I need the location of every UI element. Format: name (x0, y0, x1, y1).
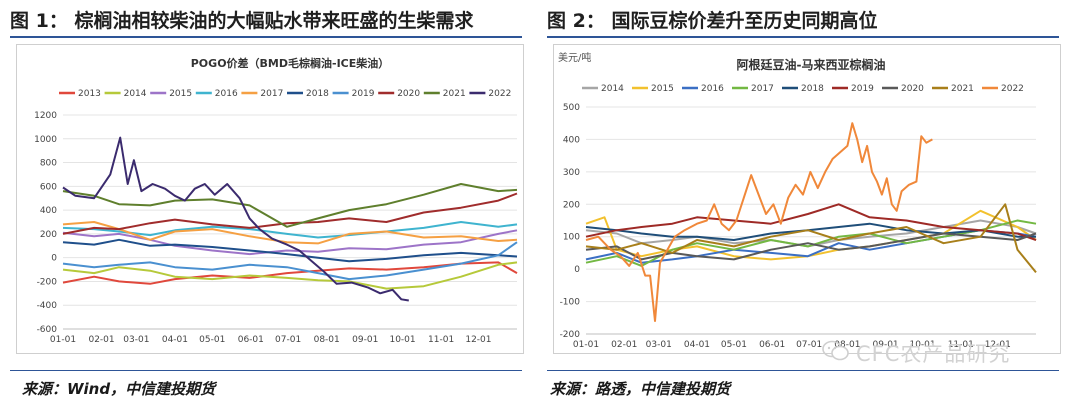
chart-1-x-tick-label: 04-01 (162, 335, 188, 345)
chart-2-x-tick-label: 06-01 (759, 340, 785, 350)
chart-2-y-tick-label: 400 (563, 135, 580, 145)
chart-2-x-tick-label: 02-01 (611, 340, 637, 350)
chart-1-legend-label-2020: 2020 (397, 89, 420, 99)
chart-1-x-tick-label: 12-01 (465, 335, 491, 345)
chart-2-y-tick-label: 200 (563, 200, 580, 210)
chart-1-x-tick-label: 03-01 (123, 335, 149, 345)
chart-2-x-tick-label: 07-01 (796, 340, 822, 350)
chart-1-y-tick-label: 200 (40, 230, 57, 240)
chart-1-y-tick-label: 1200 (34, 111, 57, 121)
chart-1-y-tick-label: -600 (37, 325, 58, 335)
chart-2-series-2021 (585, 203, 1037, 274)
chart-1-y-tick-label: 800 (40, 159, 57, 169)
chart-1-series-2017 (62, 221, 518, 245)
figure-2-source: 来源：路透，中信建投期货 (550, 380, 731, 398)
chart-2-y-tick-label: 300 (563, 168, 580, 178)
chart-1-x-tick-label: 11-01 (428, 335, 454, 345)
chart-1-x-tick-label: 07-01 (275, 335, 301, 345)
chart-2-legend-label-2021: 2021 (951, 84, 974, 94)
chart-2-legend-label-2014: 2014 (601, 84, 624, 94)
chart-2-legend-label-2022: 2022 (1001, 84, 1024, 94)
figure-2-footer-rule (547, 370, 1059, 371)
chart-2-legend-label-2018: 2018 (801, 84, 824, 94)
chart-2-series-2019 (585, 203, 1037, 241)
chart-1-series-2016 (62, 221, 518, 239)
chart-1-x-tick-label: 09-01 (352, 335, 378, 345)
chart-2-legend-label-2015: 2015 (651, 84, 674, 94)
wechat-icon (822, 340, 849, 361)
chart-2-panel: 阿根廷豆油-马来西亚棕榈油 美元/吨 2014 2015 2016 2017 2018 201… (553, 44, 1061, 354)
chart-1-panel: POGO价差（BMD毛棕榈油-ICE柴油） 2013 2014 2015 2016 201… (16, 44, 524, 354)
chart-2-x-tick-label: 10-01 (909, 340, 935, 350)
chart-2-x-tick-label: 04-01 (684, 340, 710, 350)
chart-1-series-2022 (62, 136, 409, 302)
chart-1-title: POGO价差（BMD毛棕榈油-ICE柴油） (191, 56, 390, 70)
chart-2-y-tick-label: -100 (560, 298, 581, 308)
chart-2-y-tick-label: -200 (560, 330, 581, 340)
chart-1-x-tick-label: 02-01 (88, 335, 114, 345)
chart-1-y-tick-label: -400 (37, 301, 58, 311)
chart-1-legend-label-2021: 2021 (443, 89, 466, 99)
figure-1-footer-rule (10, 370, 522, 371)
chart-2-y-tick-label: 100 (563, 233, 580, 243)
chart-1-legend-label-2013: 2013 (78, 89, 101, 99)
chart-1-x-tick-label: 06-01 (238, 335, 264, 345)
chart-1-y-tick-label: 400 (40, 206, 57, 216)
chart-2-x-tick-label: 05-01 (721, 340, 747, 350)
chart-2-x-tick-label: 01-01 (573, 340, 599, 350)
chart-2-x-tick-label: 11-01 (948, 340, 974, 350)
chart-1-x-tick-label: 01-01 (50, 335, 76, 345)
chart-2-legend-label-2017: 2017 (751, 84, 774, 94)
chart-1-x-tick-label: 08-01 (314, 335, 340, 345)
chart-1-y-tick-label: 600 (40, 182, 57, 192)
chart-1-y-tick-label: -200 (37, 277, 58, 287)
chart-2-y-tick-label: 0 (574, 265, 580, 275)
watermark-text: CFC农产品研究 (856, 342, 1011, 366)
chart-2-legend-label-2020: 2020 (901, 84, 924, 94)
chart-1-series-2015 (62, 229, 518, 256)
chart-1-legend-label-2018: 2018 (306, 89, 329, 99)
chart-2-title: 阿根廷豆油-马来西亚棕榈油 (737, 57, 886, 72)
chart-2-series-2020 (585, 232, 1037, 261)
pogo-spread-chart: POGO价差（BMD毛棕榈油-ICE柴油） 2013 2014 2015 2016 201… (34, 56, 518, 345)
chart-1-series-2018 (62, 238, 518, 263)
figure-2-title: 图 2： 国际豆棕价差升至历史同期高位 (547, 10, 878, 32)
figure-1-header-rule (10, 36, 522, 38)
chart-1-legend-label-2017: 2017 (260, 89, 283, 99)
chart-1-legend-label-2014: 2014 (124, 89, 147, 99)
figure-2-header-rule (547, 36, 1059, 38)
chart-1-y-tick-label: 0 (51, 254, 57, 264)
chart-2-legend-label-2016: 2016 (701, 84, 724, 94)
chart-1-series-2019 (62, 241, 518, 281)
chart-1-series-2021 (62, 183, 518, 228)
figure-1-source: 来源：Wind，中信建投期货 (22, 380, 216, 398)
chart-1-legend-label-2016: 2016 (215, 89, 238, 99)
chart-2-x-tick-label: 12-01 (985, 340, 1011, 350)
chart-1-legend-label-2015: 2015 (169, 89, 192, 99)
chart-2-series-2017 (585, 219, 1037, 267)
chart-1-series-2020 (62, 192, 518, 235)
chart-2-x-tick-label: 03-01 (646, 340, 672, 350)
chart-2-x-tick-label: 08-01 (834, 340, 860, 350)
chart-2-series-2014 (585, 219, 1037, 248)
chart-1-y-tick-label: 1000 (34, 135, 57, 145)
figure-1-title: 图 1： 棕榈油相较柴油的大幅贴水带来旺盛的生柴需求 (10, 10, 474, 32)
chart-2-y-unit: 美元/吨 (558, 51, 591, 64)
chart-2-series-2022 (585, 122, 933, 322)
chart-1-x-tick-label: 10-01 (389, 335, 415, 345)
chart-2-x-tick-label: 09-01 (873, 340, 899, 350)
chart-2-y-tick-label: 500 (563, 103, 580, 113)
chart-1-series-2014 (62, 261, 518, 290)
chart-1-legend-label-2019: 2019 (352, 89, 375, 99)
chart-1-x-tick-label: 05-01 (199, 335, 225, 345)
chart-2-legend-label-2019: 2019 (851, 84, 874, 94)
chart-1-legend-label-2022: 2022 (488, 89, 511, 99)
soy-palm-spread-chart: 阿根廷豆油-马来西亚棕榈油 美元/吨 2014 2015 2016 2017 2018 201… (558, 51, 1037, 350)
